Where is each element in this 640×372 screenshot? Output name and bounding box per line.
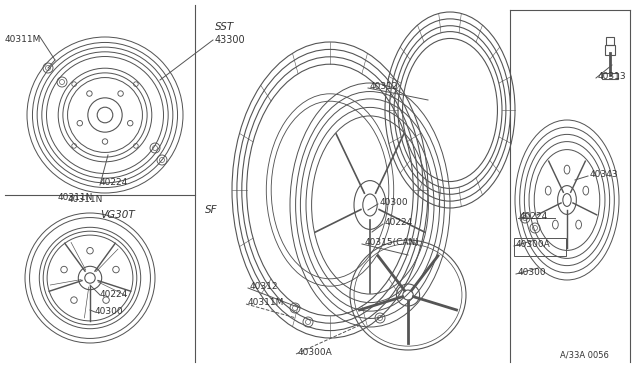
Bar: [606, 37, 614, 45]
Text: 40311M: 40311M: [248, 298, 284, 307]
Text: 40224: 40224: [100, 178, 128, 187]
Text: 40300: 40300: [95, 307, 124, 316]
Text: 40311N: 40311N: [67, 195, 102, 204]
Text: 40224: 40224: [385, 218, 413, 227]
Text: 40312: 40312: [250, 282, 278, 291]
Text: 40312: 40312: [370, 82, 399, 91]
Bar: [605, 45, 615, 55]
Bar: [514, 238, 566, 256]
Text: 40300A: 40300A: [298, 348, 333, 357]
Text: 40311M: 40311M: [5, 35, 42, 44]
Text: 40311N: 40311N: [58, 193, 93, 202]
Text: VG30T: VG30T: [100, 210, 135, 220]
Text: SST: SST: [215, 22, 234, 32]
Text: 40343: 40343: [590, 170, 618, 179]
Text: 40300: 40300: [380, 198, 408, 207]
Text: 40224: 40224: [520, 212, 548, 221]
Text: 40315(CAN): 40315(CAN): [365, 238, 420, 247]
Bar: [602, 73, 618, 79]
Text: 43300: 43300: [215, 35, 246, 45]
Text: SF: SF: [205, 205, 218, 215]
Text: 40300A: 40300A: [516, 240, 551, 249]
Text: 40313: 40313: [598, 72, 627, 81]
Text: 40300: 40300: [518, 268, 547, 277]
Text: 40224: 40224: [100, 290, 128, 299]
Text: A/33A 0056: A/33A 0056: [560, 351, 609, 360]
